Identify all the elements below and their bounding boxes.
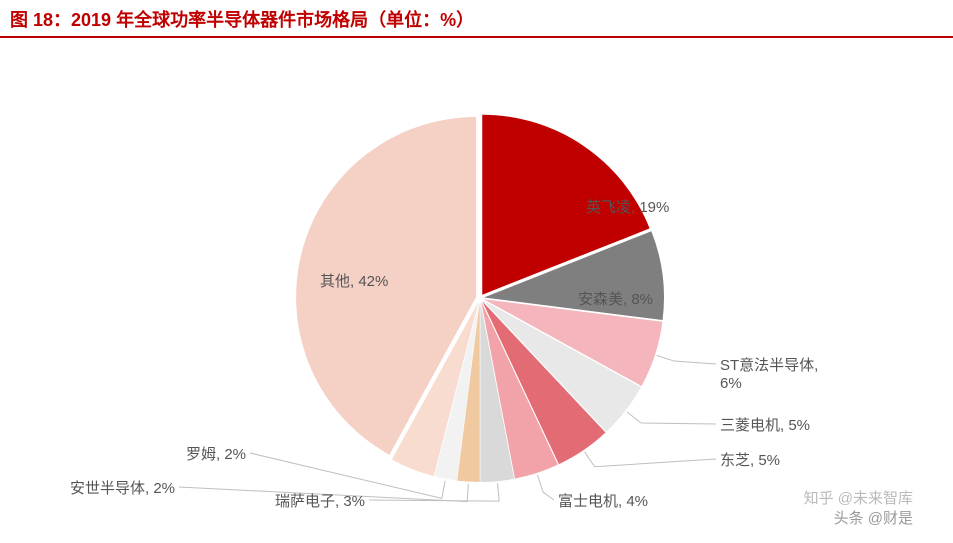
chart-area: 英飞凌, 19%安森美, 8%ST意法半导体,6%三菱电机, 5%东芝, 5%富… [0,38,953,538]
leader-line-三菱电机 [627,412,716,424]
leader-line-东芝 [585,452,716,467]
leader-line-安世半导体 [179,484,468,502]
leader-line-ST意法半导体 [657,355,716,364]
chart-title: 图 18：2019 年全球功率半导体器件市场格局（单位：%） [0,0,953,36]
pie-chart [0,38,953,538]
leader-line-富士电机 [537,475,554,500]
